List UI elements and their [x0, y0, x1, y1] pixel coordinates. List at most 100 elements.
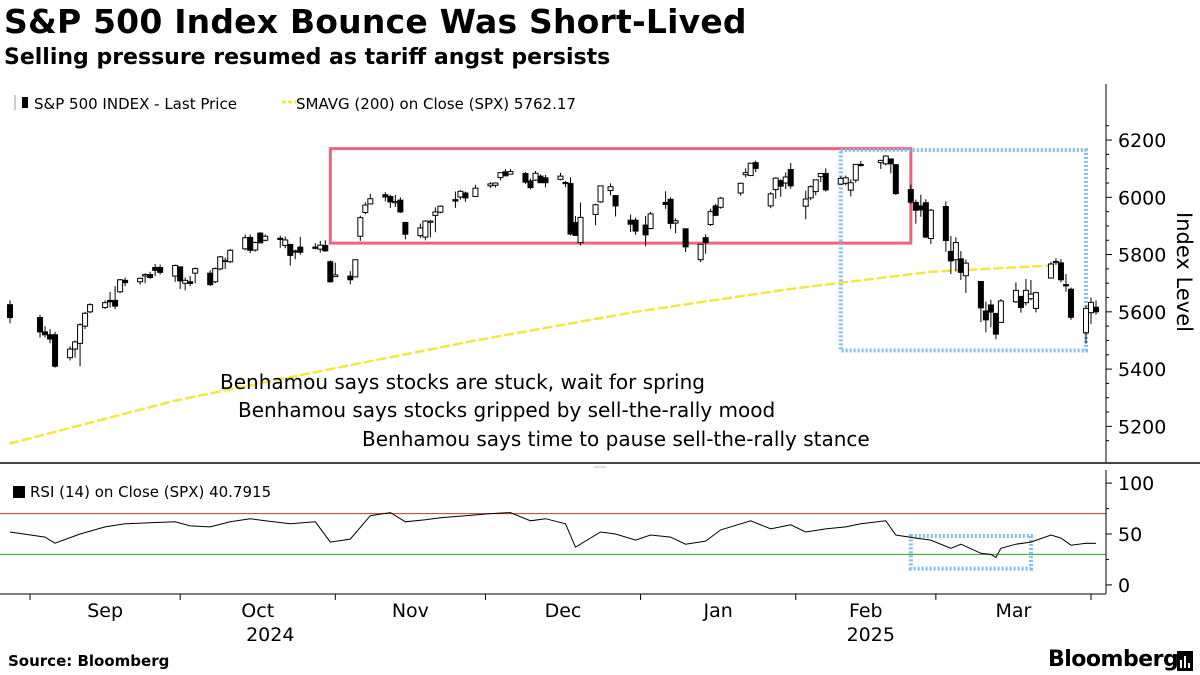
highlight-box: [838, 148, 1088, 353]
candle: [1032, 291, 1039, 313]
candle-body: [912, 201, 919, 211]
rsi-box: [908, 534, 1033, 571]
candle: [662, 191, 669, 209]
candle-body: [107, 299, 114, 303]
candle-body: [102, 302, 109, 309]
candle: [1022, 278, 1029, 306]
price-tick-label: 6200: [1118, 130, 1166, 152]
candle: [157, 264, 164, 275]
candle: [922, 199, 929, 238]
candle-body: [502, 171, 509, 177]
price-tick-label: 5600: [1118, 302, 1166, 324]
candle-body: [362, 204, 369, 213]
candle: [947, 235, 954, 275]
candle: [122, 277, 129, 287]
candle-body: [747, 162, 754, 177]
candle-body: [497, 172, 504, 179]
candle: [857, 160, 864, 167]
candle-body: [707, 211, 714, 226]
candle-body: [242, 237, 249, 250]
candle: [82, 311, 89, 330]
candle-body: [892, 164, 899, 195]
candle-body: [147, 274, 154, 278]
candle-body: [157, 266, 164, 273]
candle: [952, 237, 959, 272]
candle: [327, 260, 334, 283]
y-axis-title: Index Level: [1172, 212, 1196, 332]
candle: [607, 183, 614, 196]
candle: [147, 271, 154, 279]
candle: [1082, 305, 1089, 344]
candle: [612, 195, 619, 217]
bloomberg-bars-icon: [1177, 651, 1193, 671]
candle-body: [287, 244, 294, 256]
candle-body: [122, 279, 129, 284]
candle-body: [262, 235, 269, 241]
candle-body: [977, 280, 984, 309]
candle-body: [882, 155, 889, 165]
candle-body: [647, 213, 654, 230]
legend-panel: [4, 90, 616, 116]
candle: [1047, 261, 1054, 279]
candle: [137, 277, 144, 285]
candle: [427, 220, 434, 238]
candle-body: [67, 348, 74, 359]
candle-body: [987, 304, 994, 313]
candle-body: [492, 182, 499, 186]
rsi-legend-icon: [13, 486, 25, 498]
candle-body: [1067, 288, 1074, 318]
candle-body: [297, 246, 304, 253]
candle-body: [572, 222, 579, 236]
candle-body: [367, 198, 374, 205]
candle: [462, 191, 469, 202]
rsi-legend-label: RSI (14) on Close (SPX) 40.7915: [30, 483, 271, 501]
candle: [787, 162, 794, 189]
candle: [1027, 280, 1034, 301]
candle-body: [252, 242, 259, 251]
candle-body: [1022, 289, 1029, 304]
candle: [262, 234, 269, 242]
candle-body: [667, 198, 674, 224]
candle-body: [382, 194, 389, 198]
candles: [7, 155, 1099, 368]
candle: [577, 202, 584, 246]
candle-body: [532, 172, 539, 181]
candle-body: [312, 246, 319, 249]
candle-body: [207, 272, 214, 286]
candle: [1092, 300, 1099, 315]
candle-body: [592, 204, 599, 215]
candle-body: [42, 331, 49, 336]
sma-layer: [8, 264, 1053, 445]
candle: [212, 267, 219, 284]
candle-body: [277, 237, 284, 240]
candle-body: [77, 324, 84, 344]
candle-body: [247, 236, 254, 251]
candle: [72, 340, 79, 358]
candle-body: [982, 310, 989, 321]
candle-body: [627, 219, 634, 225]
candle-body: [507, 171, 514, 175]
candle-body: [697, 243, 704, 261]
candle: [192, 267, 199, 284]
candle-body: [662, 201, 669, 205]
candle-body: [772, 177, 779, 191]
candle-body: [922, 202, 929, 238]
candle: [457, 190, 464, 200]
candle: [1052, 258, 1059, 265]
candle-body: [222, 259, 229, 262]
candle: [317, 240, 324, 253]
candle: [527, 178, 534, 190]
candle-body: [177, 266, 184, 282]
candle-body: [432, 211, 439, 216]
candle-body: [422, 220, 429, 238]
candle-body: [212, 268, 219, 283]
candle-body: [387, 195, 394, 203]
candle: [987, 299, 994, 328]
candle-body: [537, 175, 544, 184]
candle-body: [292, 250, 299, 253]
candle-body: [752, 162, 759, 169]
legend-candle-icon: [22, 97, 28, 108]
candle: [697, 243, 704, 263]
candle-body: [257, 232, 264, 244]
candle: [1062, 274, 1069, 292]
